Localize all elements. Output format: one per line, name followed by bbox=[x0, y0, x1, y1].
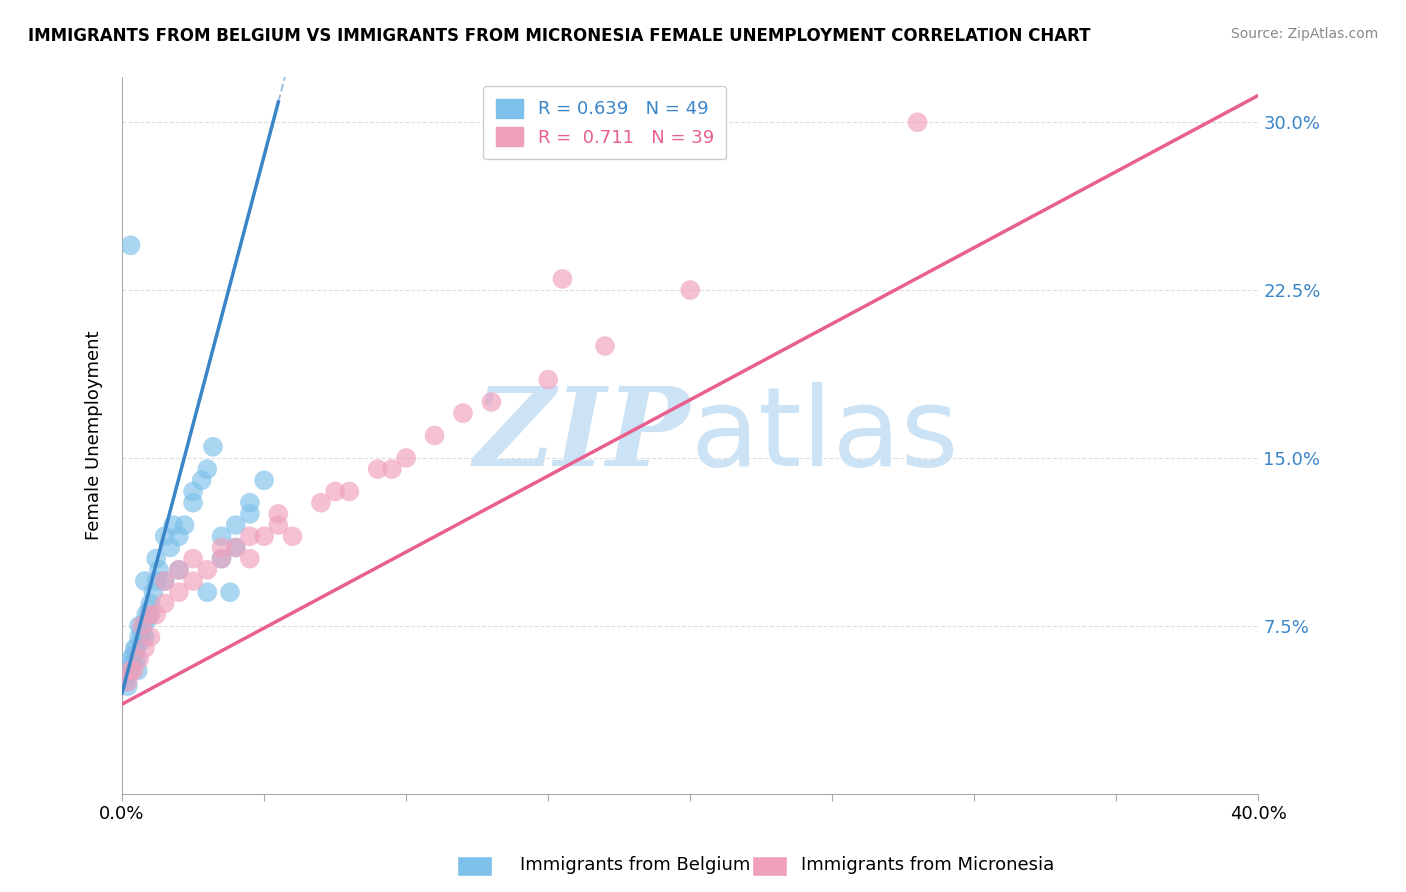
Point bbox=[128, 630, 150, 644]
Point bbox=[117, 679, 139, 693]
Point bbox=[167, 529, 190, 543]
Point bbox=[309, 496, 332, 510]
Point bbox=[267, 507, 290, 521]
Point bbox=[907, 115, 929, 129]
Point bbox=[181, 551, 204, 566]
Point bbox=[122, 648, 145, 662]
Point bbox=[219, 585, 242, 599]
Point bbox=[139, 630, 162, 644]
Point bbox=[225, 518, 247, 533]
Point bbox=[153, 596, 176, 610]
Point bbox=[153, 574, 176, 588]
Point bbox=[551, 272, 574, 286]
Point bbox=[121, 657, 143, 671]
Point bbox=[134, 630, 156, 644]
Point bbox=[337, 484, 360, 499]
Point bbox=[167, 563, 190, 577]
Point bbox=[181, 484, 204, 499]
Point bbox=[537, 373, 560, 387]
Text: Source: ZipAtlas.com: Source: ZipAtlas.com bbox=[1230, 27, 1378, 41]
Point bbox=[139, 596, 162, 610]
Point bbox=[211, 529, 233, 543]
Point bbox=[125, 641, 148, 656]
Point bbox=[138, 603, 160, 617]
Point bbox=[451, 406, 474, 420]
Point bbox=[139, 607, 162, 622]
Point bbox=[267, 518, 290, 533]
Point bbox=[128, 652, 150, 666]
Legend: R = 0.639   N = 49, R =  0.711   N = 39: R = 0.639 N = 49, R = 0.711 N = 39 bbox=[484, 87, 727, 160]
Point bbox=[131, 625, 153, 640]
Point bbox=[381, 462, 404, 476]
Point bbox=[148, 563, 170, 577]
Point bbox=[132, 619, 155, 633]
Point bbox=[239, 551, 262, 566]
Point bbox=[125, 652, 148, 666]
Point bbox=[120, 664, 142, 678]
Point bbox=[395, 450, 418, 465]
Point bbox=[134, 574, 156, 588]
Point bbox=[190, 473, 212, 487]
Y-axis label: Female Unemployment: Female Unemployment bbox=[86, 331, 103, 541]
Point bbox=[122, 664, 145, 678]
Text: ZIP: ZIP bbox=[474, 382, 690, 490]
Point bbox=[167, 585, 190, 599]
Point bbox=[142, 585, 165, 599]
Point bbox=[367, 462, 389, 476]
Point bbox=[114, 674, 136, 689]
Point bbox=[323, 484, 346, 499]
Point bbox=[281, 529, 304, 543]
Point bbox=[211, 551, 233, 566]
Point bbox=[253, 529, 276, 543]
Point bbox=[129, 634, 152, 648]
Point bbox=[117, 674, 139, 689]
Text: Immigrants from Micronesia: Immigrants from Micronesia bbox=[801, 856, 1054, 874]
Text: atlas: atlas bbox=[690, 382, 959, 489]
Point bbox=[239, 496, 262, 510]
Text: IMMIGRANTS FROM BELGIUM VS IMMIGRANTS FROM MICRONESIA FEMALE UNEMPLOYMENT CORREL: IMMIGRANTS FROM BELGIUM VS IMMIGRANTS FR… bbox=[28, 27, 1091, 45]
Point bbox=[239, 507, 262, 521]
Point bbox=[159, 541, 181, 555]
Point bbox=[124, 641, 146, 656]
Point bbox=[145, 574, 167, 588]
Point bbox=[181, 574, 204, 588]
Point bbox=[211, 551, 233, 566]
Point bbox=[225, 541, 247, 555]
Point bbox=[145, 607, 167, 622]
Point bbox=[211, 541, 233, 555]
Point bbox=[201, 440, 224, 454]
Point bbox=[128, 619, 150, 633]
Point bbox=[593, 339, 616, 353]
Point bbox=[153, 574, 176, 588]
Point bbox=[139, 607, 162, 622]
Point bbox=[195, 563, 218, 577]
Point bbox=[118, 664, 141, 678]
Point bbox=[195, 462, 218, 476]
Point bbox=[120, 652, 142, 666]
Point bbox=[423, 428, 446, 442]
Point bbox=[145, 551, 167, 566]
Point bbox=[173, 518, 195, 533]
Point bbox=[479, 395, 502, 409]
Point bbox=[153, 529, 176, 543]
Point bbox=[135, 607, 157, 622]
Point bbox=[134, 641, 156, 656]
Point bbox=[115, 670, 138, 684]
Point bbox=[239, 529, 262, 543]
Point bbox=[162, 518, 184, 533]
Point bbox=[136, 612, 159, 626]
Point bbox=[120, 238, 142, 252]
Point bbox=[253, 473, 276, 487]
Text: Immigrants from Belgium: Immigrants from Belgium bbox=[520, 856, 751, 874]
Point bbox=[127, 664, 149, 678]
Point bbox=[225, 541, 247, 555]
Point bbox=[195, 585, 218, 599]
Point bbox=[679, 283, 702, 297]
Point bbox=[181, 496, 204, 510]
Point bbox=[131, 619, 153, 633]
Point bbox=[167, 563, 190, 577]
